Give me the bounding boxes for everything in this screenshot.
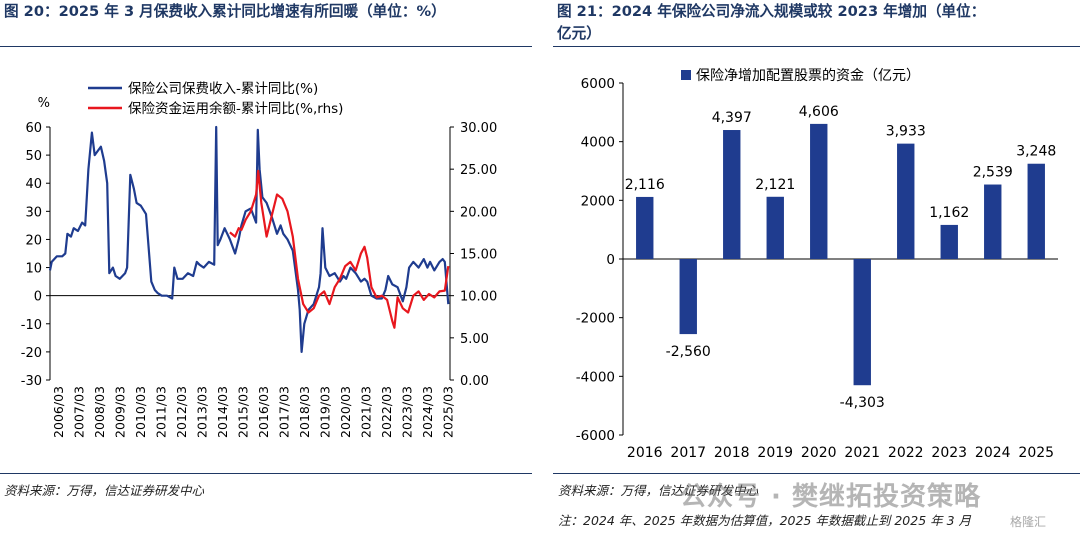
bar-2024 <box>984 184 1002 259</box>
bar-2020 <box>810 123 828 260</box>
x-tick-label: 2016/03 <box>256 386 271 438</box>
watermark-corner: 格隆汇 <box>1010 515 1047 529</box>
left-tick-label: 10 <box>25 262 42 277</box>
right-title-rule <box>553 46 1080 47</box>
x-tick-label-2017: 2017 <box>670 445 706 461</box>
right-tick-label: 5.00 <box>460 332 489 347</box>
x-tick-label: 2018/03 <box>297 386 312 438</box>
y-tick-label: 2000 <box>581 193 615 209</box>
data-label-2024: 2,539 <box>973 165 1013 181</box>
premium-growth-line <box>48 125 450 353</box>
left-chart-title: 图 20：2025 年 3 月保费收入累计同比增速有所回暖（单位：%） <box>4 3 446 20</box>
right-tick-label: 0.00 <box>460 374 489 389</box>
left-tick-label: 50 <box>25 149 42 164</box>
x-tick-label: 2024/03 <box>420 386 435 438</box>
x-tick-label: 2019/03 <box>318 386 333 438</box>
y-tick-label: 6000 <box>581 76 615 92</box>
right-chart-title-line2: 亿元） <box>557 25 601 42</box>
x-tick-label: 2008/03 <box>92 386 107 438</box>
left-source-rule <box>0 473 532 474</box>
bar-2017 <box>679 259 697 335</box>
x-tick-label: 2021/03 <box>359 386 374 438</box>
left-title-rule <box>0 46 532 47</box>
data-label-2025: 3,248 <box>1016 144 1056 160</box>
data-label-2019: 2,121 <box>755 177 795 193</box>
x-tick-label-2023: 2023 <box>931 445 967 461</box>
left-tick-label: 40 <box>25 177 42 192</box>
bar-2018 <box>723 130 741 259</box>
right-chart-title-line1: 图 21：2024 年保险公司净流入规模或较 2023 年增加（单位： <box>557 3 986 20</box>
y-tick-label: 4000 <box>581 135 615 151</box>
left-tick-label: 60 <box>25 121 42 136</box>
x-tick-label: 2025/03 <box>441 386 456 438</box>
left-tick-label: 20 <box>25 233 42 248</box>
x-tick-label-2022: 2022 <box>888 445 924 461</box>
data-label-2020: 4,606 <box>799 104 839 120</box>
x-tick-label: 2010/03 <box>133 386 148 438</box>
fund-balance-growth-line <box>229 169 450 329</box>
line-chart: -30 -20 -10 0 10 20 30 40 50 60 0.00 5.00 10.00 15.00… <box>21 81 497 438</box>
legend-label: 保险资金运用余额-累计同比(%,rhs) <box>128 100 343 117</box>
left-source: 资料来源：万得，信达证券研发中心 <box>4 483 205 498</box>
left-tick-label: 30 <box>25 205 42 220</box>
bar-2022 <box>897 143 915 259</box>
x-tick-label: 2006/03 <box>51 386 66 438</box>
x-tick-label: 2023/03 <box>400 386 415 438</box>
x-tick-label: 2011/03 <box>154 386 169 438</box>
left-tick-label: -10 <box>21 318 42 333</box>
bar-2025 <box>1027 163 1045 259</box>
y-tick-label: -4000 <box>576 369 615 385</box>
right-tick-label: 10.00 <box>460 290 497 305</box>
left-tick-label: -20 <box>21 346 42 361</box>
data-label-2018: 4,397 <box>712 110 752 126</box>
x-tick-label: 2009/03 <box>113 386 128 438</box>
x-tick-label: 2013/03 <box>195 386 210 438</box>
legend-label: 保险公司保费收入-累计同比(%) <box>128 81 318 97</box>
y-tick-label: -2000 <box>576 311 615 327</box>
x-tick-label-2019: 2019 <box>757 445 793 461</box>
x-tick-label: 2012/03 <box>174 386 189 438</box>
y-tick-label: -6000 <box>576 428 615 444</box>
x-tick-label-2016: 2016 <box>627 445 663 461</box>
x-tick-label: 2014/03 <box>215 386 230 438</box>
unit-label: % <box>38 96 50 111</box>
left-tick-label: 0 <box>34 290 42 305</box>
watermark-text: 公众号 · 樊继拓投资策略 <box>680 482 981 512</box>
bar-2021 <box>853 259 871 386</box>
x-tick-label-2020: 2020 <box>801 445 837 461</box>
x-tick-label-2021: 2021 <box>844 445 880 461</box>
x-tick-label-2024: 2024 <box>975 445 1011 461</box>
right-tick-label: 15.00 <box>460 248 497 263</box>
data-label-2021: -4,303 <box>840 395 885 411</box>
bar-2023 <box>940 224 958 259</box>
right-tick-label: 20.00 <box>460 205 497 220</box>
x-tick-label: 2007/03 <box>72 386 87 438</box>
x-tick-label: 2017/03 <box>277 386 292 438</box>
data-label-2016: 2,116 <box>625 177 665 193</box>
right-source-rule <box>553 473 1080 474</box>
data-label-2017: -2,560 <box>666 344 711 360</box>
bar-2016 <box>636 196 654 259</box>
right-note: 注：2024 年、2025 年数据为估算值，2025 年数据截止到 2025 年… <box>558 513 972 528</box>
data-label-2022: 3,933 <box>886 124 926 140</box>
left-tick-label: -30 <box>21 374 42 389</box>
legend-swatch <box>681 70 691 80</box>
x-tick-label: 2020/03 <box>338 386 353 438</box>
bar-chart: -6000 -4000 -2000 0 2000 4000 6000 2,116 2016 -2,… <box>576 68 1058 461</box>
x-tick-label-2018: 2018 <box>714 445 750 461</box>
x-tick-label: 2022/03 <box>379 386 394 438</box>
y-tick-label: 0 <box>606 252 615 268</box>
x-tick-label-2025: 2025 <box>1018 445 1054 461</box>
bar-2019 <box>766 196 784 259</box>
right-tick-label: 30.00 <box>460 121 497 136</box>
right-source: 资料来源：万得，信达证券研发中心 <box>558 483 759 498</box>
legend-label: 保险净增加配置股票的资金（亿元） <box>696 68 920 84</box>
right-tick-label: 25.00 <box>460 163 497 178</box>
data-label-2023: 1,162 <box>929 205 969 221</box>
x-tick-label: 2015/03 <box>236 386 251 438</box>
